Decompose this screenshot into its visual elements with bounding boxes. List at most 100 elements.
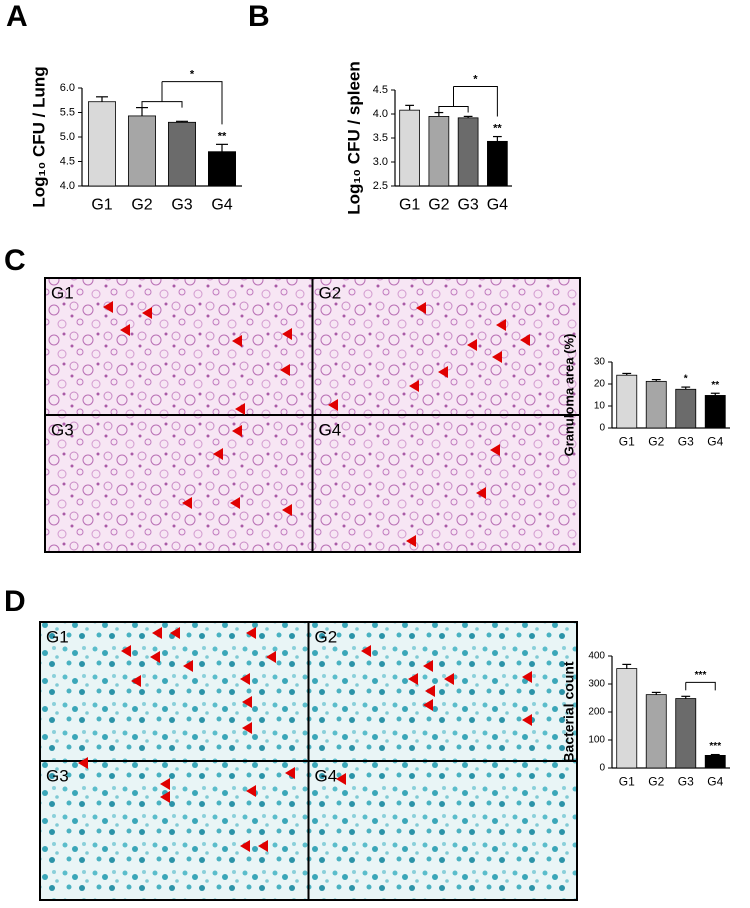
arrowhead <box>423 699 433 711</box>
arrowhead <box>476 487 486 499</box>
y-tick-label: 4.0 <box>60 180 75 192</box>
bar <box>127 115 156 187</box>
micrograph <box>44 414 314 553</box>
bar <box>487 140 508 187</box>
panel-label: A <box>6 0 28 33</box>
bar <box>399 109 420 187</box>
y-tick-label: 3.5 <box>373 132 388 144</box>
arrowhead <box>232 335 242 347</box>
arrowhead <box>406 535 416 547</box>
arrowhead <box>336 773 346 785</box>
x-tick-label: G4 <box>211 196 232 213</box>
arrowhead <box>232 425 242 437</box>
arrowhead <box>170 627 180 639</box>
y-tick-label: 3.0 <box>373 156 388 168</box>
y-tick-label: 100 <box>588 735 605 746</box>
bracket <box>453 86 498 117</box>
arrowhead <box>240 673 250 685</box>
arrowhead <box>213 448 223 460</box>
arrowhead <box>121 645 131 657</box>
arrowhead <box>152 627 162 639</box>
bar <box>675 388 697 429</box>
x-tick-label: G1 <box>619 435 635 449</box>
arrowhead <box>490 444 500 456</box>
x-tick-label: G1 <box>91 196 112 213</box>
arrowhead <box>522 714 532 726</box>
micrograph-label: G4 <box>319 420 342 439</box>
x-tick-label: G3 <box>678 775 694 789</box>
panel-label: C <box>4 244 26 277</box>
arrowhead <box>282 328 292 340</box>
arrowhead <box>78 757 88 769</box>
arrowhead <box>183 660 193 672</box>
y-tick-label: 4.5 <box>60 155 75 167</box>
arrowhead <box>160 791 170 803</box>
arrowhead <box>328 399 338 411</box>
arrowhead <box>142 307 152 319</box>
arrowhead <box>438 366 448 378</box>
significance: *** <box>709 741 721 752</box>
arrowhead <box>242 722 252 734</box>
x-tick-label: G2 <box>131 196 152 213</box>
bar <box>167 121 196 187</box>
arrowhead <box>258 840 268 852</box>
y-tick-label: 5.5 <box>60 106 75 118</box>
micrograph <box>311 414 581 553</box>
micrograph-label: G1 <box>51 283 74 302</box>
arrowhead <box>150 651 160 663</box>
arrowhead <box>361 645 371 657</box>
bar <box>704 395 726 429</box>
x-tick-label: G3 <box>171 196 192 213</box>
bracket <box>438 106 469 113</box>
micrograph <box>39 621 310 762</box>
micrograph-label: G3 <box>46 766 69 785</box>
arrowhead <box>235 403 245 415</box>
bar <box>207 151 236 187</box>
arrowhead <box>425 685 435 697</box>
bar <box>428 116 450 187</box>
y-tick-label: 0 <box>599 763 605 774</box>
y-axis-label: Log₁₀ CFU / Lung <box>29 66 48 207</box>
significance: ** <box>711 380 719 391</box>
x-tick-label: G1 <box>399 196 420 213</box>
micrograph-label: G1 <box>46 627 69 646</box>
x-tick-label: G4 <box>487 196 508 213</box>
arrowhead <box>408 673 418 685</box>
y-tick-label: 6.0 <box>60 82 75 94</box>
arrowhead <box>246 627 256 639</box>
arrowhead <box>416 302 426 314</box>
bracket <box>685 681 716 691</box>
bar <box>704 755 726 769</box>
x-tick-label: G4 <box>707 435 723 449</box>
arrowhead <box>120 324 130 336</box>
y-tick-label: 200 <box>588 707 605 718</box>
arrowhead <box>423 660 433 672</box>
y-axis-label: Log₁₀ CFU / spleen <box>344 61 363 215</box>
y-tick-label: 2.5 <box>373 180 388 192</box>
arrowhead <box>280 364 290 376</box>
bar <box>645 694 667 769</box>
y-axis-label: Bacterial count <box>561 661 577 762</box>
significance: * <box>190 69 195 81</box>
micrograph-label: G2 <box>319 283 342 302</box>
significance: * <box>684 374 688 385</box>
arrowhead <box>131 675 141 687</box>
arrowhead <box>160 778 170 790</box>
y-tick-label: 300 <box>588 679 605 690</box>
arrowhead <box>467 339 477 351</box>
bar <box>88 101 117 187</box>
x-tick-label: G1 <box>619 775 635 789</box>
arrowhead <box>496 319 506 331</box>
y-tick-label: 4.0 <box>373 108 388 120</box>
arrowhead <box>266 651 276 663</box>
bar <box>457 117 479 187</box>
arrowhead <box>103 301 113 313</box>
micrograph-label: G2 <box>315 627 338 646</box>
y-tick-label: 0 <box>599 423 605 434</box>
panel-label: D <box>4 585 26 618</box>
x-tick-label: G3 <box>457 196 478 213</box>
y-tick-label: 5.0 <box>60 131 75 143</box>
y-tick-label: 10 <box>594 401 606 412</box>
bar <box>645 380 667 429</box>
arrowhead <box>444 673 454 685</box>
